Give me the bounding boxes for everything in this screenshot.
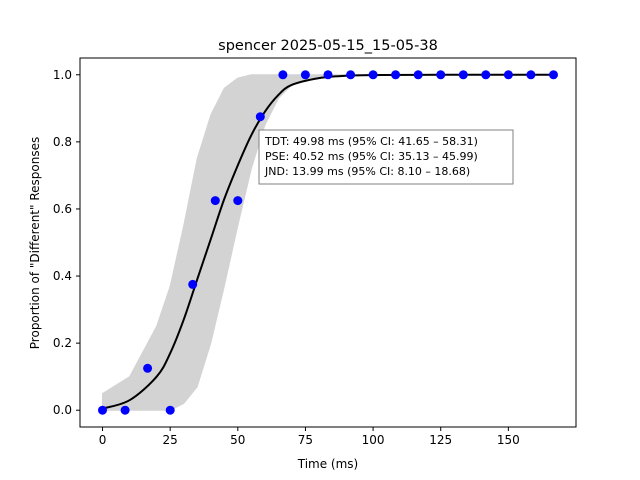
stats-annotation: TDT: 49.98 ms (95% CI: 41.65 – 58.31) PS… — [258, 129, 514, 185]
y-tick-label: 0.0 — [53, 403, 72, 417]
x-tick-label: 50 — [230, 433, 245, 447]
data-point — [300, 70, 310, 80]
annotation-jnd: JND: 13.99 ms (95% CI: 8.10 – 18.68) — [264, 165, 470, 178]
x-tick-label: 25 — [163, 433, 178, 447]
data-point — [255, 112, 265, 122]
data-point — [458, 70, 468, 80]
data-point — [143, 363, 153, 373]
x-tick-label: 75 — [298, 433, 313, 447]
y-tick-label: 0.4 — [53, 269, 72, 283]
x-tick-label: 125 — [429, 433, 452, 447]
data-point — [323, 70, 333, 80]
annotation-tdt: TDT: 49.98 ms (95% CI: 41.65 – 58.31) — [264, 135, 478, 148]
data-points — [98, 70, 558, 415]
data-point — [278, 70, 288, 80]
chart-title: spencer 2025-05-15_15-05-38 — [218, 38, 438, 54]
y-tick-label: 1.0 — [53, 68, 72, 82]
y-tick-label: 0.6 — [53, 202, 72, 216]
x-tick-label: 0 — [99, 433, 107, 447]
y-tick-label: 0.2 — [53, 336, 72, 350]
plot-frame — [79, 57, 577, 428]
data-point — [188, 279, 198, 289]
data-point — [413, 70, 423, 80]
data-point — [346, 70, 356, 80]
data-point — [165, 405, 175, 415]
data-point — [503, 70, 513, 80]
data-point — [549, 70, 558, 80]
data-point — [210, 196, 220, 206]
x-axis-ticks: 0 25 50 75 100 125 150 — [99, 427, 520, 447]
annotation-pse: PSE: 40.52 ms (95% CI: 35.13 – 45.99) — [265, 150, 478, 163]
x-axis-label: Time (ms) — [297, 457, 359, 471]
data-point — [98, 405, 107, 415]
data-point — [526, 70, 536, 80]
annotation-box — [258, 129, 514, 185]
y-tick-label: 0.8 — [53, 135, 72, 149]
data-point — [368, 70, 378, 80]
data-point — [120, 405, 130, 415]
y-axis-label: Proportion of "Different" Responses — [28, 137, 42, 349]
y-axis-ticks: 0.0 0.2 0.4 0.6 0.8 1.0 — [53, 68, 80, 417]
x-tick-label: 100 — [362, 433, 385, 447]
data-point — [391, 70, 401, 80]
x-tick-label: 150 — [497, 433, 520, 447]
data-point — [436, 70, 446, 80]
data-point — [481, 70, 491, 80]
data-point — [233, 196, 243, 206]
